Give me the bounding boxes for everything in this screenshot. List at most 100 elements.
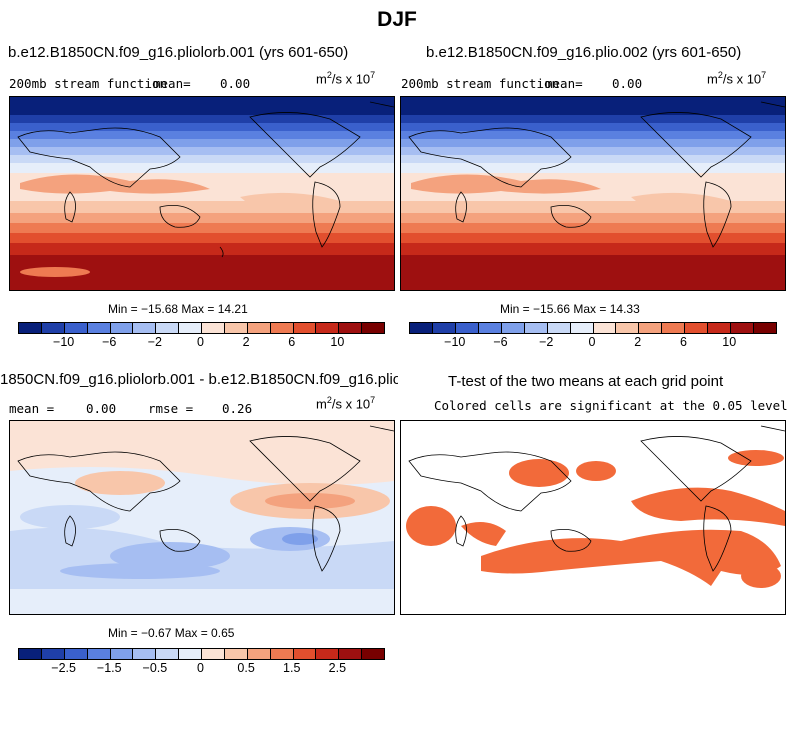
stream-function-map	[10, 97, 394, 290]
panel2-colorbar	[409, 322, 777, 334]
colorbar-swatch	[247, 323, 271, 333]
colorbar-swatch	[362, 649, 384, 659]
colorbar-tick-label: −6	[493, 335, 508, 349]
panel4-title: T-test of the two means at each grid poi…	[448, 373, 724, 390]
colorbar-swatch	[547, 323, 571, 333]
colorbar-swatch	[685, 323, 709, 333]
colorbar-tick-label: −2.5	[51, 661, 76, 675]
colorbar-swatch	[41, 323, 65, 333]
colorbar-swatch	[455, 323, 479, 333]
panel2-min-max: Min = −15.66 Max = 14.33	[500, 302, 640, 316]
panel2-mean-label: mean=	[545, 76, 583, 91]
colorbar-swatch	[179, 649, 202, 659]
colorbar-tick-label: 0	[588, 335, 596, 349]
panel2-mean-value: 0.00	[612, 76, 643, 91]
colorbar-tick-label: 2	[634, 335, 642, 349]
colorbar-tick-label: −2	[539, 335, 554, 349]
colorbar-swatch	[202, 649, 225, 659]
colorbar-swatch	[593, 323, 617, 333]
significance-map	[401, 421, 785, 614]
colorbar-swatch	[19, 323, 42, 333]
colorbar-swatch	[501, 323, 525, 333]
colorbar-swatch	[639, 323, 663, 333]
colorbar-swatch	[87, 323, 111, 333]
panel1-colorbar-ticks: −10 −6 −2 0 2 6 10	[18, 335, 383, 351]
panel1-mean-value: 0.00	[220, 76, 251, 91]
colorbar-tick-label: −1.5	[96, 661, 122, 675]
colorbar-swatch	[224, 649, 248, 659]
colorbar-swatch	[156, 323, 180, 333]
colorbar-swatch	[110, 649, 134, 659]
colorbar-swatch	[110, 323, 134, 333]
colorbar-tick-label: 6	[680, 335, 687, 349]
colorbar-swatch	[133, 649, 157, 659]
panel1-units: m2/s x 107	[316, 70, 376, 87]
colorbar-swatch	[64, 323, 88, 333]
panel3-mean-value: 0.00	[86, 401, 117, 416]
colorbar-swatch	[662, 323, 686, 333]
colorbar-swatch	[41, 649, 65, 659]
colorbar-swatch	[224, 323, 248, 333]
colorbar-swatch	[179, 323, 202, 333]
panel4-map	[400, 420, 786, 615]
colorbar-tick-label: 2.5	[328, 661, 347, 675]
panel3-title: 1850CN.f09_g16.pliolorb.001 - b.e12.B185…	[0, 371, 398, 388]
colorbar-swatch	[362, 323, 384, 333]
colorbar-swatch	[247, 649, 271, 659]
figure-title: DJF	[377, 8, 417, 31]
panel3-colorbar	[18, 648, 385, 660]
significant-regions	[406, 450, 785, 588]
panel3-mean-label: mean =	[9, 401, 55, 416]
colorbar-tick-label: 1.5	[283, 661, 301, 675]
colorbar-tick-label: −0.5	[142, 661, 168, 675]
colorbar-swatch	[270, 323, 294, 333]
panel3-rmse-value: 0.26	[222, 401, 253, 416]
panel2-units: m2/s x 107	[707, 70, 767, 87]
colorbar-tick-label: −10	[444, 335, 466, 349]
colorbar-swatch	[708, 323, 732, 333]
colorbar-swatch	[293, 323, 317, 333]
colorbar-swatch	[293, 649, 317, 659]
colorbar-swatch	[202, 323, 225, 333]
colorbar-swatch	[156, 649, 180, 659]
colorbar-swatch	[339, 323, 363, 333]
panel1-min-max: Min = −15.68 Max = 14.21	[108, 302, 248, 316]
panel1-map	[9, 96, 395, 291]
panel3-min-max: Min = −0.67 Max = 0.65	[108, 626, 235, 640]
panel1-colorbar	[18, 322, 385, 334]
panel3-colorbar-ticks: −2.5 −1.5 −0.5 0 0.5 1.5 2.5	[18, 661, 383, 677]
panel4-subtitle: Colored cells are significant at the 0.0…	[434, 398, 788, 413]
panel3-map	[9, 420, 395, 615]
stream-function-map	[401, 97, 785, 290]
colorbar-swatch	[64, 649, 88, 659]
colorbar-swatch	[316, 323, 340, 333]
panel1-mean-label: mean=	[153, 76, 191, 91]
colorbar-swatch	[133, 323, 157, 333]
panel2-map	[400, 96, 786, 291]
colorbar-swatch	[570, 323, 594, 333]
colorbar-tick-label: −2	[147, 335, 163, 349]
colorbar-tick-label: 2	[242, 335, 250, 349]
colorbar-swatch	[270, 649, 294, 659]
panel2-colorbar-ticks: −10 −6 −2 0 2 6 10	[409, 335, 775, 351]
panel2-field-label: 200mb stream function	[401, 76, 560, 91]
colorbar-tick-label: 10	[330, 335, 345, 349]
colorbar-swatch	[524, 323, 548, 333]
colorbar-swatch	[339, 649, 363, 659]
colorbar-tick-label: −6	[102, 335, 117, 349]
panel3-units: m2/s x 107	[316, 395, 376, 412]
colorbar-swatch	[616, 323, 640, 333]
colorbar-tick-label: 0.5	[237, 661, 255, 675]
panel1-field-label: 200mb stream function	[9, 76, 168, 91]
colorbar-swatch	[754, 323, 776, 333]
colorbar-tick-label: 0	[197, 661, 204, 675]
colorbar-tick-label: 6	[288, 335, 296, 349]
colorbar-swatch	[478, 323, 502, 333]
difference-map	[10, 421, 394, 614]
colorbar-tick-label: 0	[197, 335, 204, 349]
colorbar-tick-label: 10	[722, 335, 737, 349]
colorbar-tick-label: −10	[53, 335, 75, 349]
colorbar-swatch	[410, 323, 433, 333]
colorbar-swatch	[432, 323, 456, 333]
colorbar-swatch	[19, 649, 42, 659]
